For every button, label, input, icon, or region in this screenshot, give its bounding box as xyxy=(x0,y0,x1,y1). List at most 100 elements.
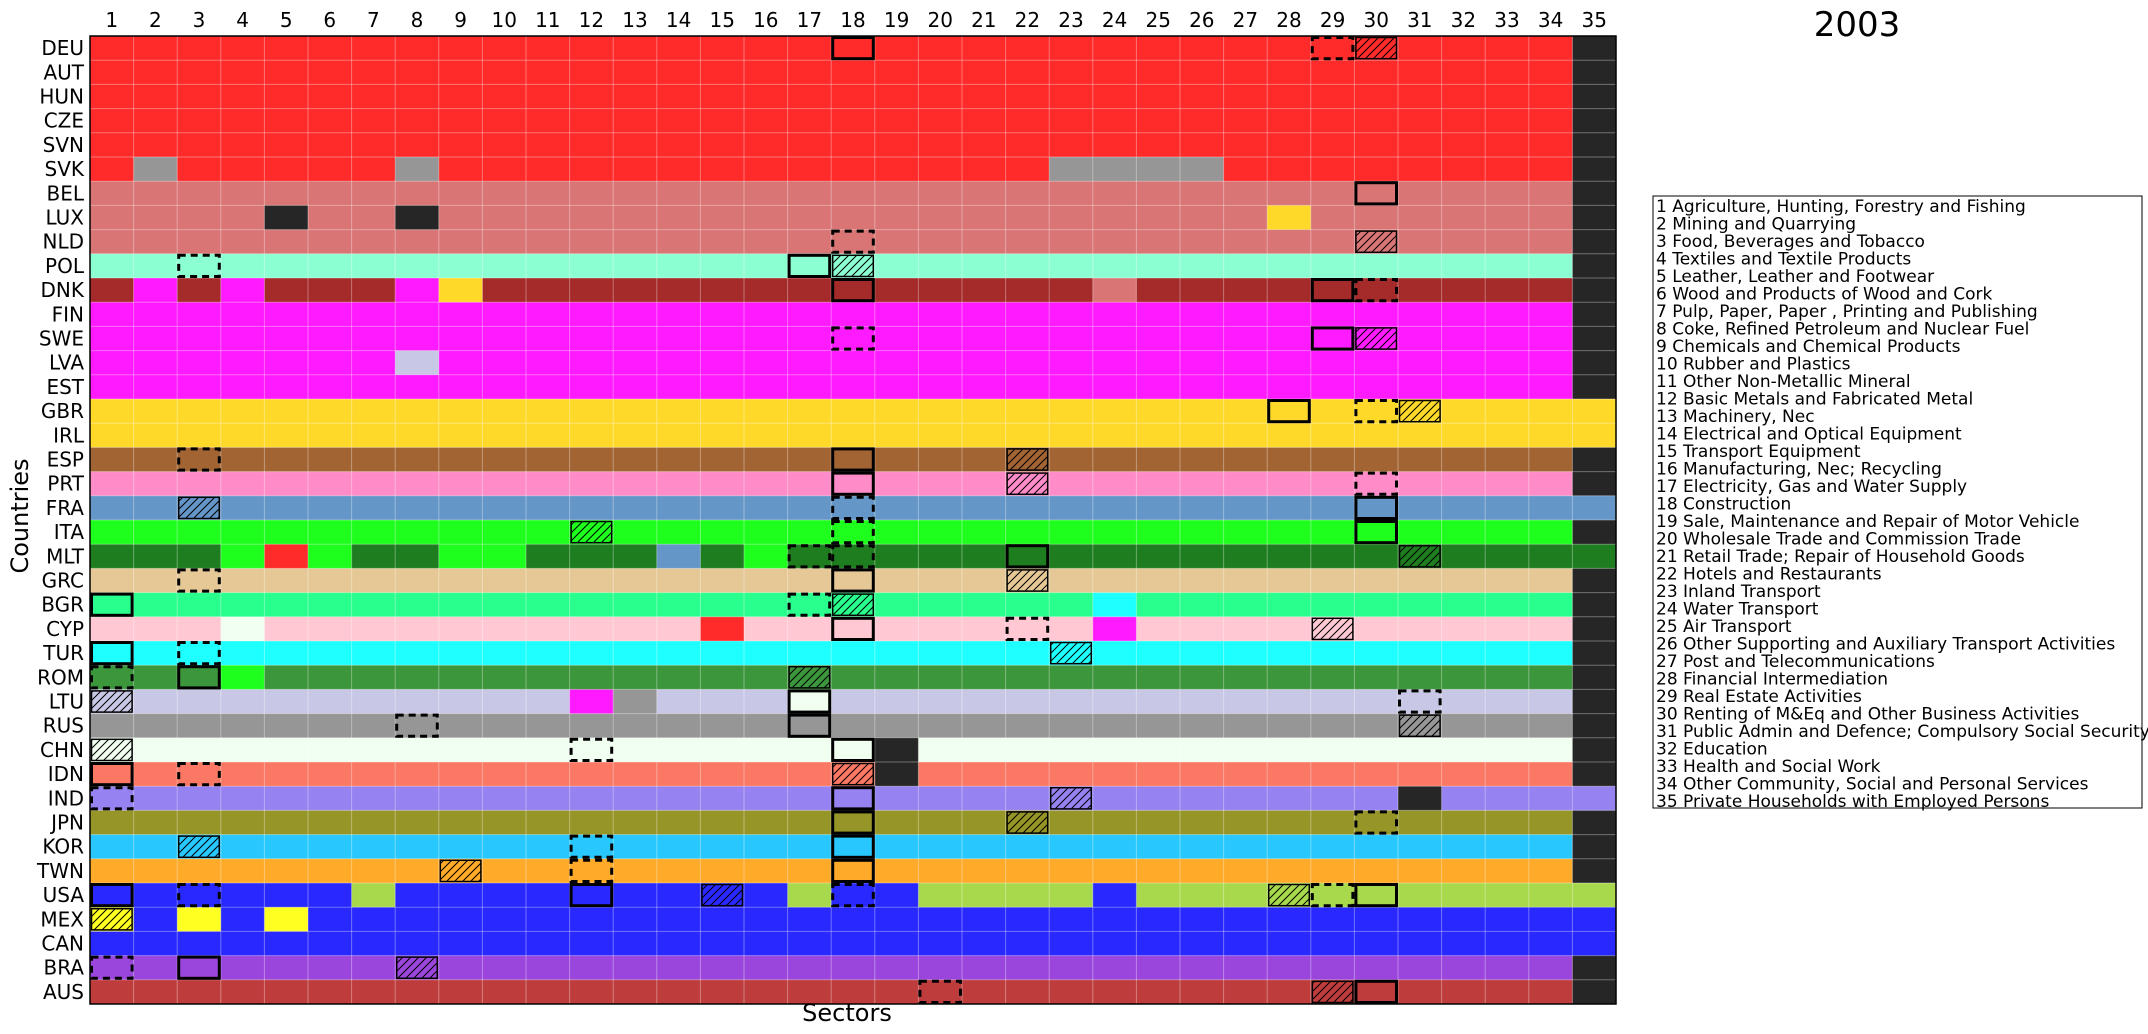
cell-CAN-7 xyxy=(351,931,396,957)
cell-SVK-11 xyxy=(526,157,571,182)
legend-entry: 28 Financial Intermediation xyxy=(1656,670,1888,690)
box-dashed-SWE-18 xyxy=(831,326,875,351)
cell-FIN-18 xyxy=(831,302,876,327)
legend-entry: 33 Health and Social Work xyxy=(1656,757,1881,777)
plot-frame xyxy=(89,35,1617,1005)
cell-CHN-4 xyxy=(220,737,265,763)
cell-MEX-22 xyxy=(1005,907,1050,932)
cell-ESP-12 xyxy=(569,447,614,473)
cell-LTU-21 xyxy=(962,689,1007,715)
legend-entry: 32 Education xyxy=(1656,740,1768,760)
legend-entry: 8 Coke, Refined Petroleum and Nuclear Fu… xyxy=(1656,320,2029,340)
cell-ROM-29 xyxy=(1310,665,1355,690)
cell-CYP-12 xyxy=(569,616,614,642)
box-hatched-SWE-30 xyxy=(1355,327,1398,350)
cell-HUN-22 xyxy=(1005,84,1050,110)
cell-CYP-27 xyxy=(1223,616,1268,642)
cell-RUS-3 xyxy=(177,713,222,739)
cell-HUN-13 xyxy=(613,84,658,110)
cell-BRA-12 xyxy=(569,955,614,981)
cell-BRA-18 xyxy=(831,955,876,981)
cell-FRA-22 xyxy=(1005,495,1050,521)
cell-MEX-5 xyxy=(264,907,309,932)
cell-NLD-17 xyxy=(787,229,832,255)
cell-TWN-14 xyxy=(656,858,701,884)
legend-entry: 14 Electrical and Optical Equipment xyxy=(1656,425,1962,445)
cell-NLD-32 xyxy=(1441,229,1486,255)
cell-LTU-31 xyxy=(1398,689,1443,715)
cell-CYP-30 xyxy=(1354,616,1399,642)
hatch-TUR-23 xyxy=(1050,642,1092,664)
cell-BRA-32 xyxy=(1441,955,1486,981)
cell-BEL-10 xyxy=(482,181,527,206)
cell-EST-3 xyxy=(177,374,222,400)
cell-MLT-4 xyxy=(220,544,265,569)
box-solid-AUS-30 xyxy=(1354,979,1399,1004)
legend-entry: 34 Other Community, Social and Personal … xyxy=(1656,775,2089,795)
cell-CZE-14 xyxy=(656,108,701,134)
cell-AUS-17 xyxy=(787,979,832,1005)
x-tick-10: 10 xyxy=(491,8,516,32)
cell-MEX-23 xyxy=(1049,907,1094,932)
x-tick-31: 31 xyxy=(1407,8,1432,32)
cell-LVA-25 xyxy=(1136,350,1181,376)
cell-AUS-8 xyxy=(395,979,440,1005)
x-tick-18: 18 xyxy=(840,8,865,32)
cell-IDN-29 xyxy=(1310,762,1355,787)
cell-KOR-14 xyxy=(656,834,701,860)
box-dashed-BGR-17 xyxy=(787,592,832,617)
cell-CYP-6 xyxy=(308,616,353,642)
cell-TWN-7 xyxy=(351,858,396,884)
cell-DEU-27 xyxy=(1223,36,1268,61)
cell-TWN-28 xyxy=(1267,858,1312,884)
cell-SWE-9 xyxy=(438,326,483,352)
cell-SVN-17 xyxy=(787,132,832,158)
cell-GRC-24 xyxy=(1092,568,1137,594)
cell-EST-30 xyxy=(1354,374,1399,400)
cell-CYP-17 xyxy=(787,616,832,642)
cell-RUS-26 xyxy=(1180,713,1225,739)
cell-KOR-28 xyxy=(1267,834,1312,860)
cell-LVA-22 xyxy=(1005,350,1050,376)
cell-PRT-13 xyxy=(613,471,658,497)
cell-SWE-34 xyxy=(1528,326,1573,352)
cell-LUX-23 xyxy=(1049,205,1094,231)
cell-IRL-23 xyxy=(1049,423,1094,448)
cell-ROM-32 xyxy=(1441,665,1486,690)
cell-AUT-11 xyxy=(526,60,571,85)
cell-HUN-29 xyxy=(1310,84,1355,110)
cell-USA-25 xyxy=(1136,883,1181,908)
cell-CZE-32 xyxy=(1441,108,1486,134)
cell-IND-13 xyxy=(613,786,658,811)
cell-ROM-24 xyxy=(1092,665,1137,690)
cell-IND-34 xyxy=(1528,786,1573,811)
cell-POL-13 xyxy=(613,253,658,279)
cell-ROM-7 xyxy=(351,665,396,690)
cell-ITA-8 xyxy=(395,520,440,545)
cell-RUS-30 xyxy=(1354,713,1399,739)
cell-LVA-17 xyxy=(787,350,832,376)
cell-LTU-17 xyxy=(787,689,832,715)
cell-IND-19 xyxy=(874,786,919,811)
cell-BGR-30 xyxy=(1354,592,1399,618)
cell-GBR-33 xyxy=(1485,399,1530,424)
cell-LUX-16 xyxy=(744,205,789,231)
cell-ROM-22 xyxy=(1005,665,1050,690)
cell-PRT-28 xyxy=(1267,471,1312,497)
cell-BRA-27 xyxy=(1223,955,1268,981)
cell-LVA-5 xyxy=(264,350,309,376)
cell-FIN-8 xyxy=(395,302,440,327)
cell-CHN-23 xyxy=(1049,737,1094,763)
cell-USA-24 xyxy=(1092,883,1137,908)
cell-RUS-34 xyxy=(1528,713,1573,739)
legend-entry: 19 Sale, Maintenance and Repair of Motor… xyxy=(1656,512,2079,532)
cell-MLT-20 xyxy=(918,544,963,569)
cell-SVN-11 xyxy=(526,132,571,158)
cell-ESP-16 xyxy=(744,447,789,473)
cell-GRC-21 xyxy=(962,568,1007,594)
cell-AUT-19 xyxy=(874,60,919,85)
cell-LTU-25 xyxy=(1136,689,1181,715)
cell-CZE-20 xyxy=(918,108,963,134)
cell-IRL-8 xyxy=(395,423,440,448)
